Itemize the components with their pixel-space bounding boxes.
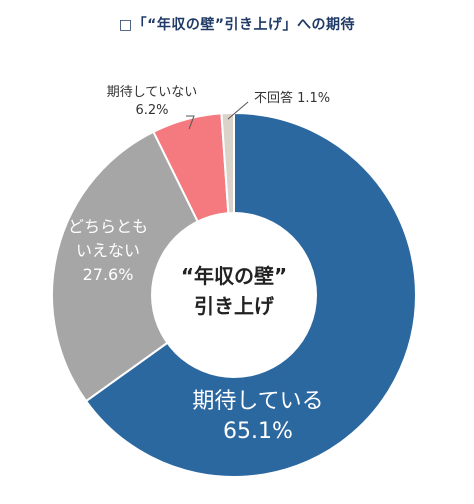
leader-not-expected [186, 115, 195, 130]
center-label-group: “年収の壁” 引き上げ [181, 264, 287, 318]
label-neutral: どちらともいえない 27.6% [68, 217, 148, 284]
labels-group: 期待している 65.1% どちらともいえない 27.6% 期待していない 6.2% 不回答 … [68, 85, 330, 444]
center-label-line-1: “年収の壁” [181, 264, 287, 288]
slices-group [51, 111, 417, 478]
slice-neutral [51, 130, 236, 403]
donut-hole [151, 212, 317, 378]
leader-lines-group [186, 101, 249, 130]
label-no-answer: 不回答 1.1% [254, 90, 330, 106]
label-not-expected: 期待していない 6.2% [107, 85, 198, 118]
chart-title: □「“年収の壁”引き上げ」への期待 [118, 17, 356, 33]
label-expected: 期待している 65.1% [192, 389, 323, 444]
leader-no-answer [227, 101, 249, 120]
center-label-line-2: 引き上げ [194, 294, 275, 318]
